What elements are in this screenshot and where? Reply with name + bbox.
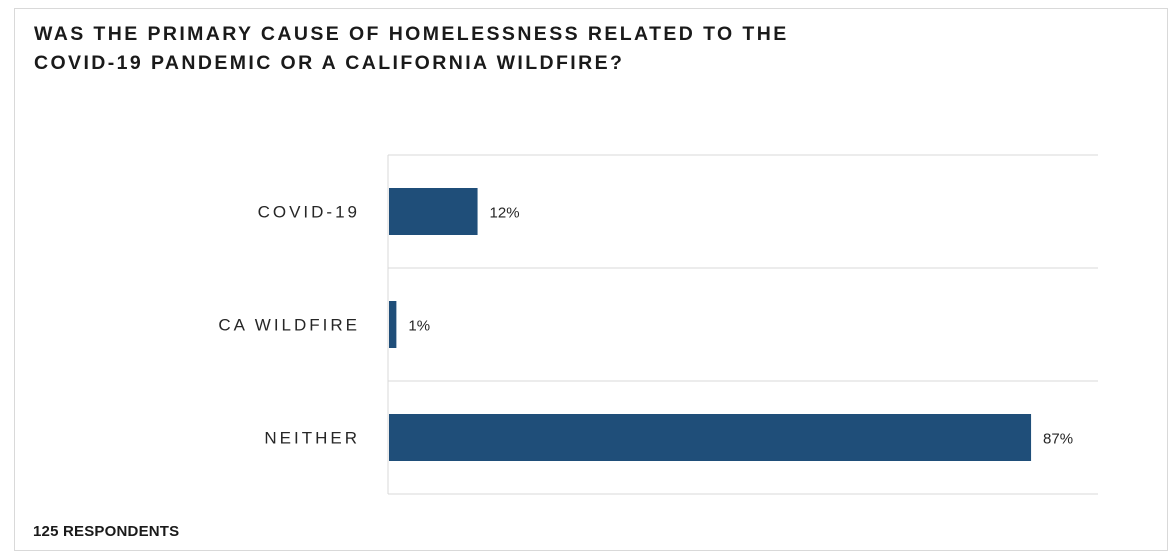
category-label: CA WILDFIRE [218, 316, 360, 335]
value-label: 12% [490, 205, 520, 222]
bar [389, 414, 1032, 461]
chart-title: WAS THE PRIMARY CAUSE OF HOMELESSNESS RE… [34, 23, 789, 74]
value-label: 1% [408, 318, 430, 335]
bar [389, 188, 478, 235]
respondents-footnote: 125 RESPONDENTS [33, 523, 180, 540]
category-label: NEITHER [264, 429, 360, 448]
value-label: 87% [1043, 431, 1073, 448]
bar [389, 301, 397, 348]
category-label: COVID-19 [258, 203, 360, 222]
